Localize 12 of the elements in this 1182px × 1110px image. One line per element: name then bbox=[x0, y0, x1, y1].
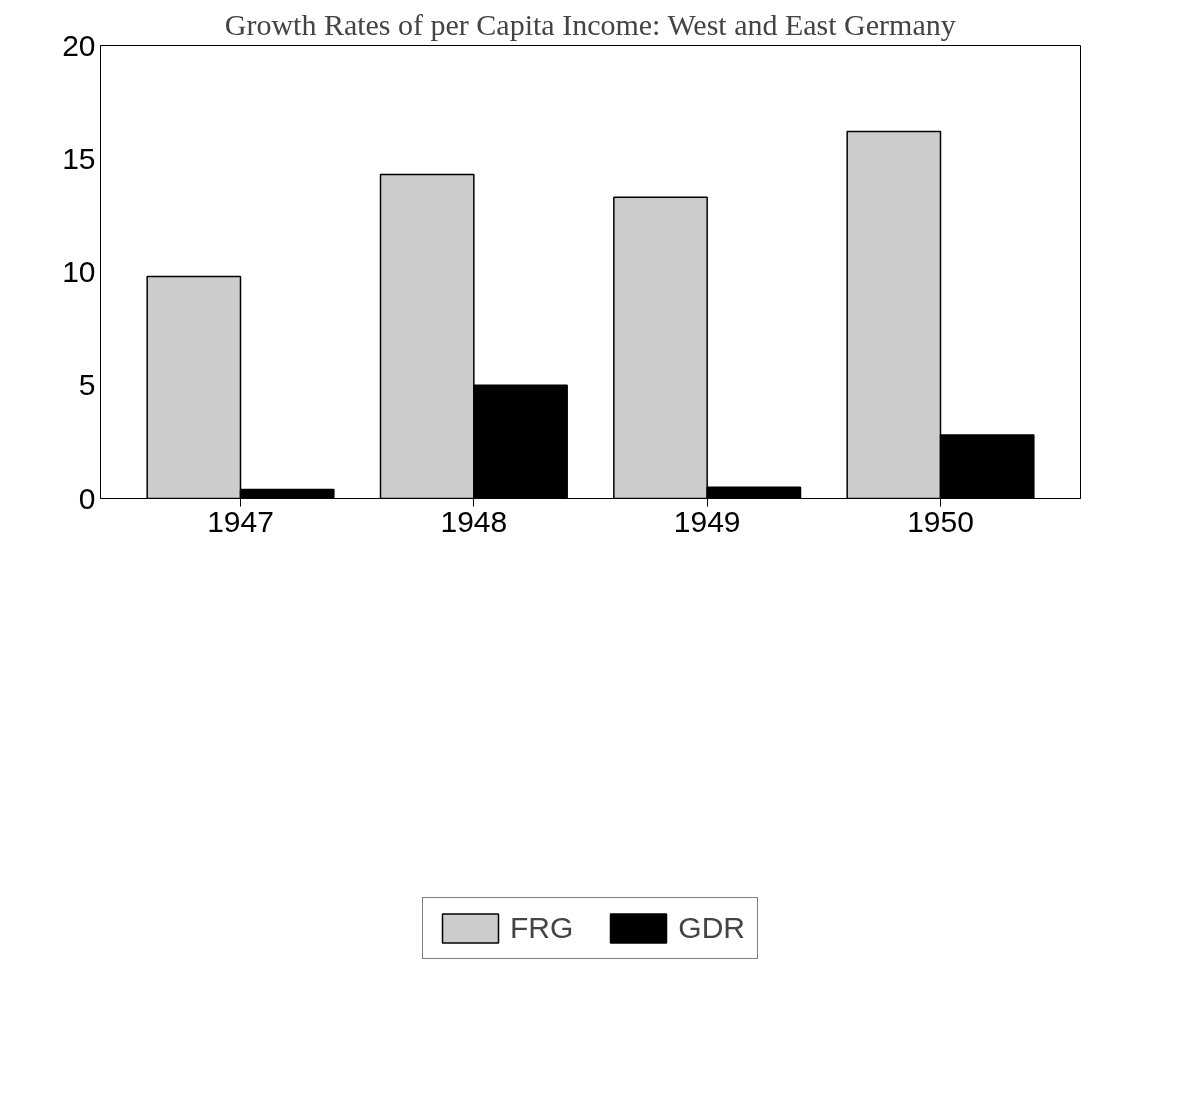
x-tick-label: 1947 bbox=[207, 504, 274, 538]
x-tick-label: 1948 bbox=[440, 504, 508, 538]
y-tick-label: 0 bbox=[78, 481, 96, 515]
y-tick-label: 10 bbox=[62, 255, 96, 288]
x-tick-label: 1950 bbox=[907, 504, 974, 538]
x-tick-label: 1949 bbox=[673, 504, 741, 538]
legend-label: FRG bbox=[510, 911, 574, 945]
chart-title: Growth Rates of per Capita Income: West and East Germany bbox=[224, 7, 956, 41]
legend-label: GDR bbox=[678, 911, 745, 945]
y-tick-label: 15 bbox=[62, 141, 96, 175]
y-tick-label: 5 bbox=[78, 368, 96, 402]
y-tick-label: 20 bbox=[62, 28, 96, 62]
